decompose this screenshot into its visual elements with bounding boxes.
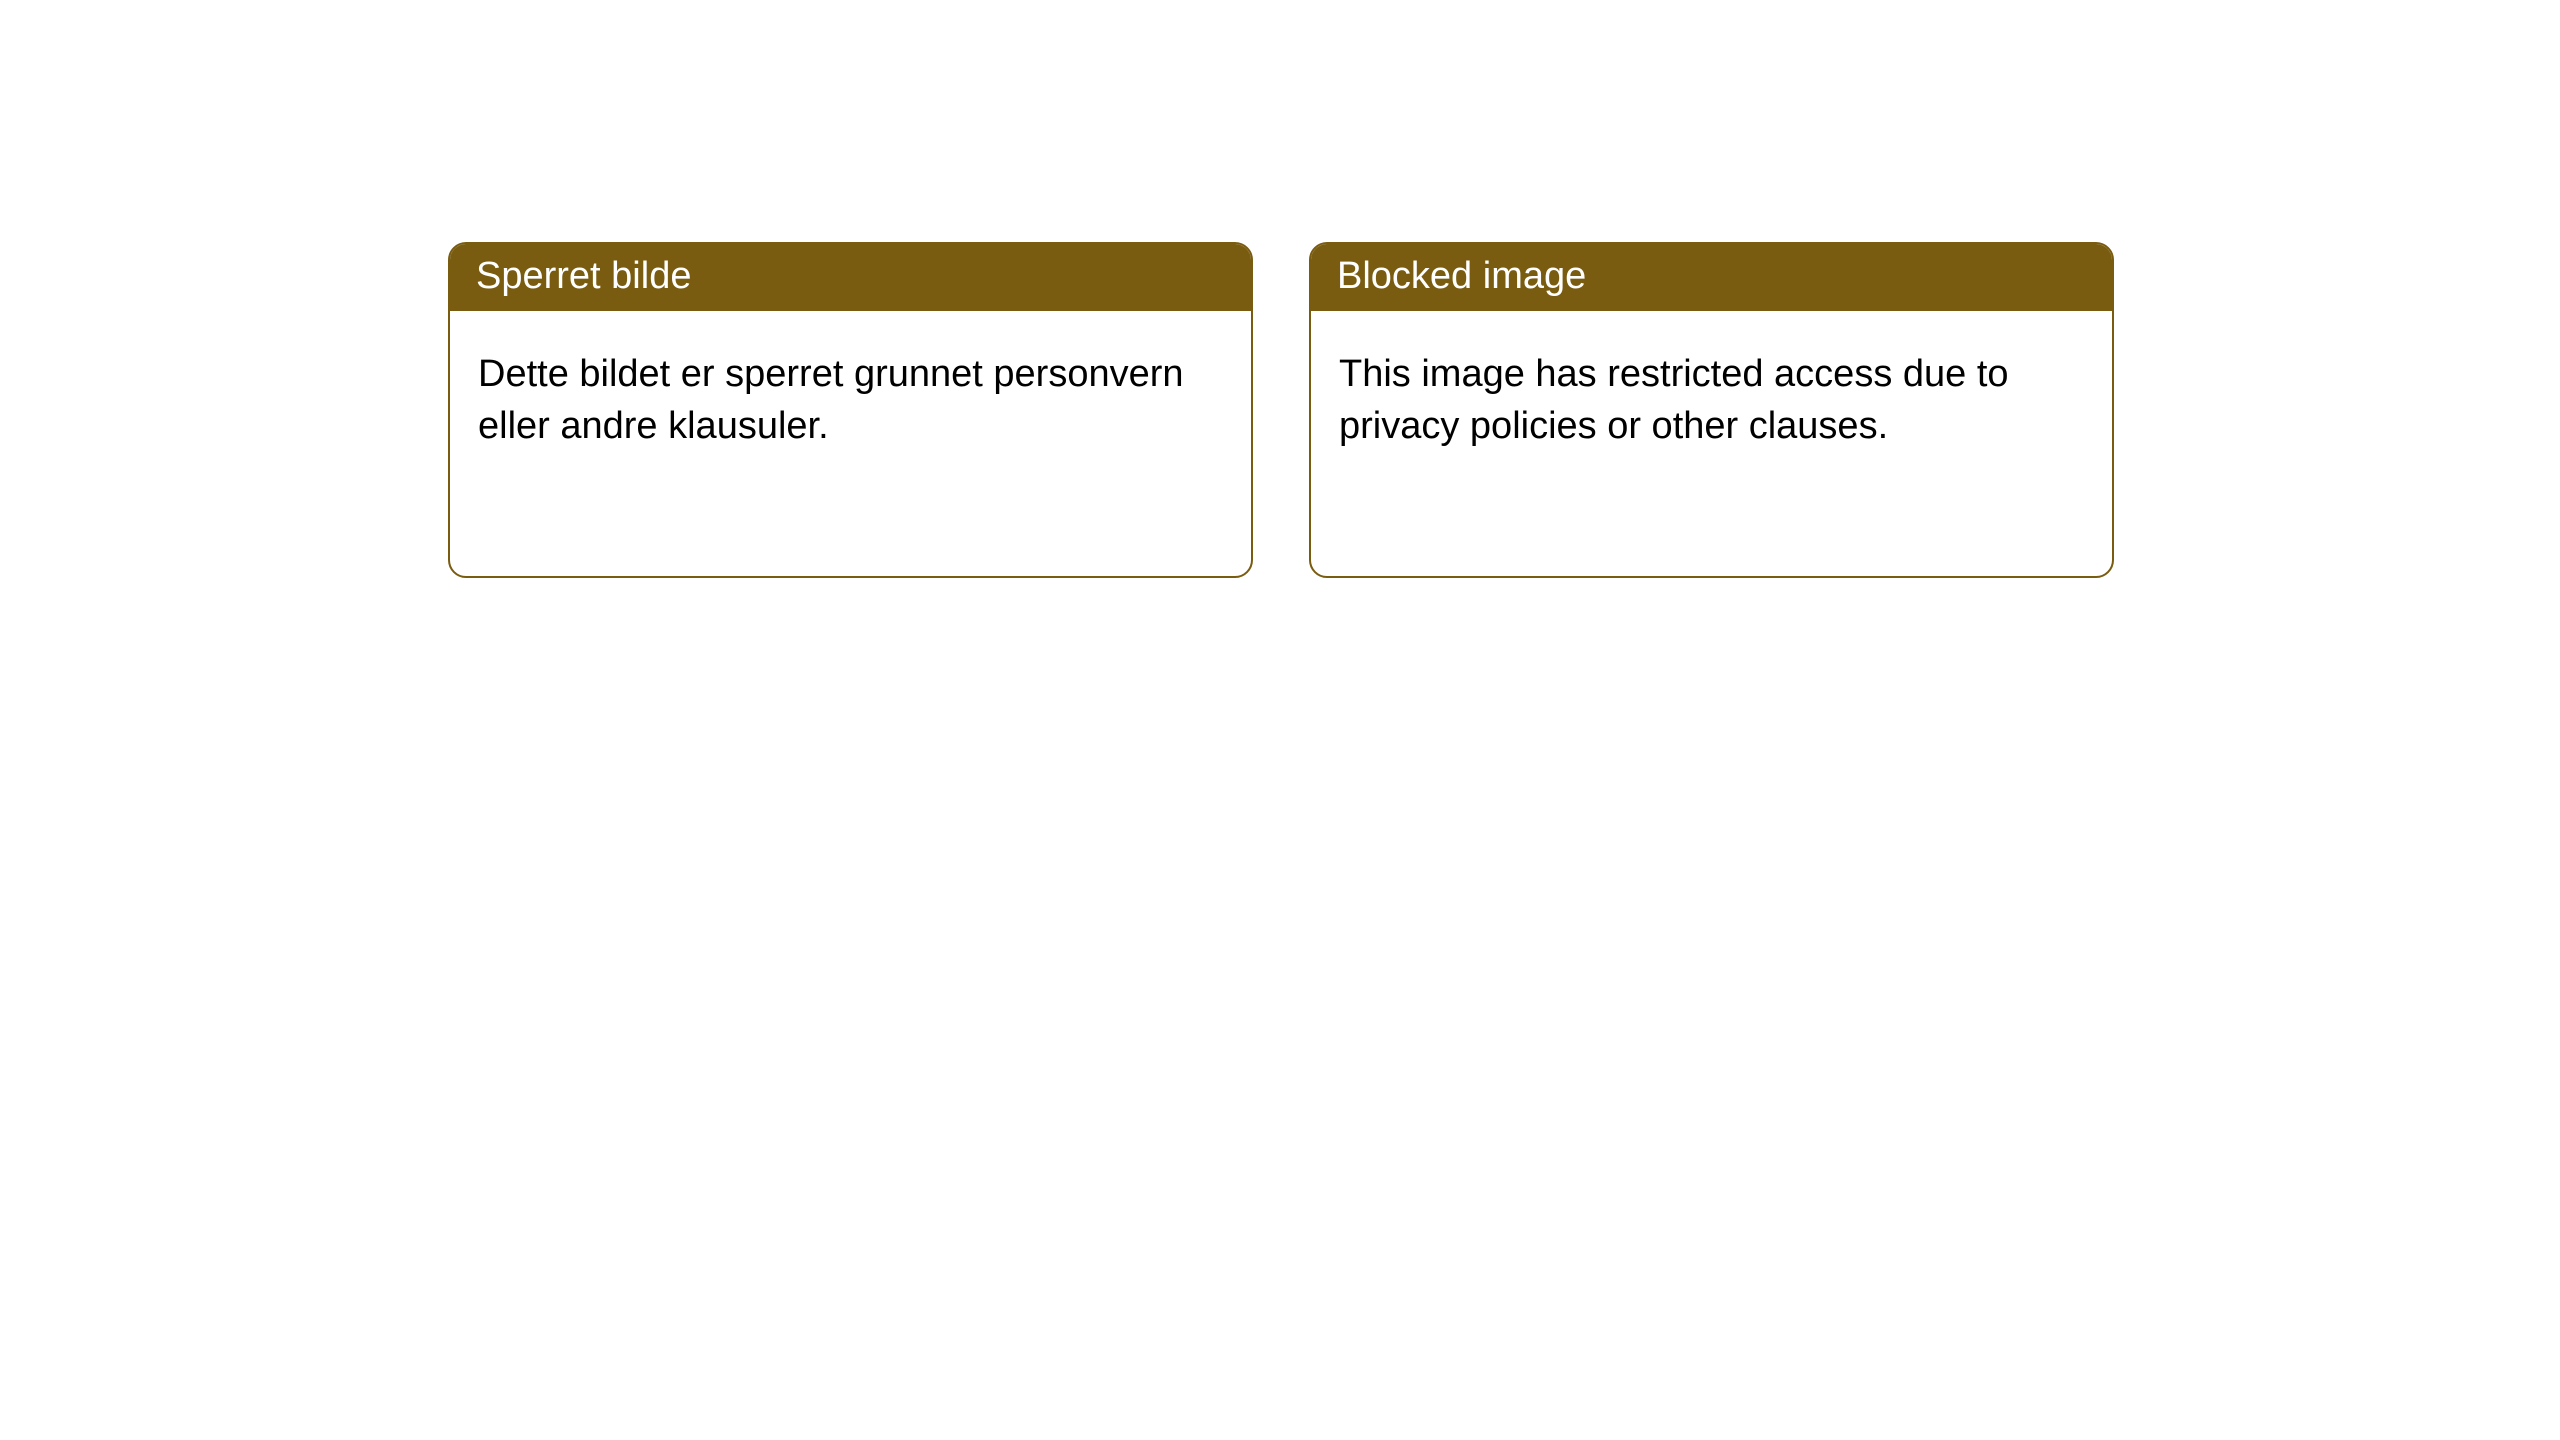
notice-card-en: Blocked image This image has restricted … <box>1309 242 2114 578</box>
notice-cards-row: Sperret bilde Dette bildet er sperret gr… <box>0 0 2560 578</box>
notice-title-no: Sperret bilde <box>450 244 1251 311</box>
notice-body-no: Dette bildet er sperret grunnet personve… <box>450 311 1251 480</box>
notice-title-en: Blocked image <box>1311 244 2112 311</box>
notice-card-no: Sperret bilde Dette bildet er sperret gr… <box>448 242 1253 578</box>
notice-body-en: This image has restricted access due to … <box>1311 311 2112 480</box>
